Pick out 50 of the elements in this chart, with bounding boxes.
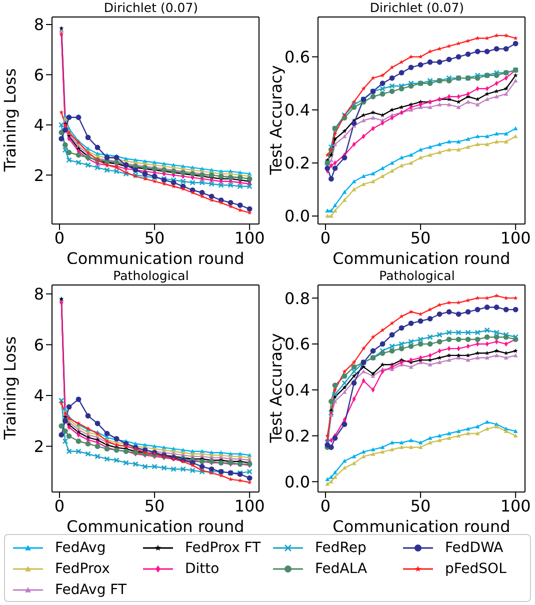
legend-label: FedDWA bbox=[445, 540, 504, 556]
x-axis-title: Communication round bbox=[66, 249, 244, 268]
y-tick-label: 6 bbox=[34, 65, 44, 84]
y-axis-title: Training Loss bbox=[0, 68, 20, 172]
x-tick-label: 0 bbox=[54, 228, 65, 248]
x-tick-label: 50 bbox=[144, 228, 165, 248]
y-tick-label: 4 bbox=[34, 386, 44, 406]
x-tick-label: 100 bbox=[234, 496, 265, 516]
y-tick-label: 0.0 bbox=[284, 206, 310, 226]
legend-label: FedRep bbox=[315, 540, 366, 556]
y-tick-label: 0.6 bbox=[284, 47, 310, 66]
y-tick-label: 0.8 bbox=[284, 288, 310, 308]
x-tick-label: 100 bbox=[500, 496, 531, 516]
y-tick-label: 8 bbox=[34, 284, 44, 304]
x-tick-label: 0 bbox=[54, 496, 65, 516]
y-tick-label: 0.4 bbox=[284, 380, 310, 400]
y-axis-title: Test Accuracy bbox=[266, 333, 286, 443]
legend-label: FedAvg FT bbox=[55, 582, 127, 598]
x-tick-label: 50 bbox=[410, 228, 431, 248]
x-tick-label: 100 bbox=[234, 228, 265, 248]
legend-label: pFedSOL bbox=[445, 561, 506, 577]
chart-title: Dirichlet (0.07) bbox=[102, 0, 200, 15]
y-axis-title: Test Accuracy bbox=[266, 65, 286, 175]
legend-label: FedProx bbox=[55, 561, 110, 577]
chart-title: Dirichlet (0.07) bbox=[368, 0, 466, 15]
y-tick-label: 0.2 bbox=[284, 154, 310, 173]
legend-label: Ditto bbox=[185, 561, 220, 577]
y-tick-label: 8 bbox=[34, 15, 44, 34]
x-tick-label: 0 bbox=[320, 228, 331, 248]
x-axis-title: Communication round bbox=[332, 517, 510, 536]
x-tick-label: 100 bbox=[500, 228, 531, 248]
x-tick-label: 50 bbox=[144, 496, 165, 516]
legend-label: FedAvg bbox=[55, 540, 106, 556]
legend-label: FedProx FT bbox=[185, 540, 261, 556]
chart-title: Pathological bbox=[378, 268, 456, 283]
x-axis-title: Communication round bbox=[66, 517, 244, 536]
y-tick-label: 2 bbox=[34, 436, 44, 456]
y-tick-label: 2 bbox=[34, 166, 44, 185]
x-axis-title: Communication round bbox=[332, 249, 510, 268]
y-axis-title: Training Loss bbox=[0, 336, 20, 440]
y-tick-label: 6 bbox=[34, 335, 44, 354]
legend-label: FedALA bbox=[315, 561, 368, 577]
y-tick-label: 0.0 bbox=[284, 472, 310, 492]
x-tick-label: 50 bbox=[410, 496, 431, 516]
x-tick-label: 0 bbox=[320, 496, 331, 516]
y-tick-label: 0.2 bbox=[284, 426, 310, 446]
y-tick-label: 4 bbox=[34, 116, 44, 135]
chart-title: Pathological bbox=[112, 268, 190, 283]
y-tick-label: 0.4 bbox=[284, 100, 310, 120]
y-tick-label: 0.6 bbox=[284, 334, 310, 354]
